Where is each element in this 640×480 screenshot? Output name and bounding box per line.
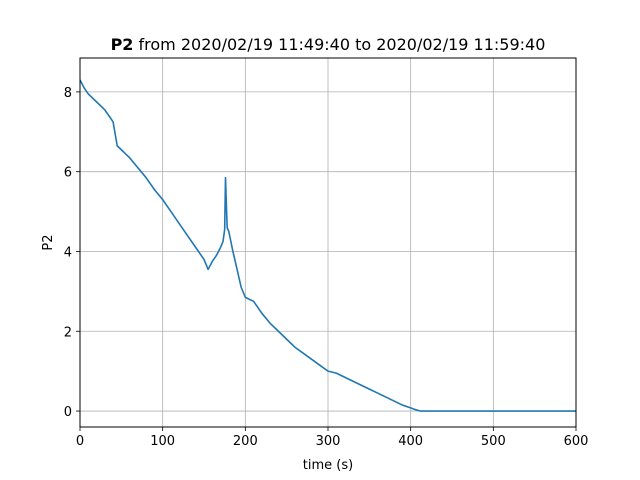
x-tick-label: 200 — [233, 434, 258, 449]
x-tick-label: 100 — [150, 434, 175, 449]
y-tick-label: 8 — [64, 86, 72, 101]
y-tick-label: 6 — [64, 166, 72, 181]
x-tick-label: 0 — [76, 434, 84, 449]
series-line — [80, 79, 576, 412]
y-tick-label: 0 — [64, 405, 72, 420]
x-tick-label: 500 — [481, 434, 506, 449]
x-axis-label: time (s) — [303, 458, 353, 473]
x-tick-label: 600 — [564, 434, 589, 449]
chart-title: P2 from 2020/02/19 11:49:40 to 2020/02/1… — [111, 35, 546, 54]
series-layer — [80, 79, 576, 412]
grid — [79, 58, 577, 427]
y-axis-label: P2 — [41, 234, 56, 250]
y-tick-label: 2 — [64, 325, 72, 340]
x-tick-label: 400 — [398, 434, 423, 449]
x-tick-label: 300 — [316, 434, 341, 449]
chart-title-rest: from 2020/02/19 11:49:40 to 2020/02/19 1… — [133, 35, 545, 54]
y-tick-label: 4 — [64, 245, 72, 260]
chart-title-bold: P2 — [111, 35, 134, 54]
ticks: 0 100 200 300 400 500 600 0 2 4 6 8 — [64, 86, 589, 449]
